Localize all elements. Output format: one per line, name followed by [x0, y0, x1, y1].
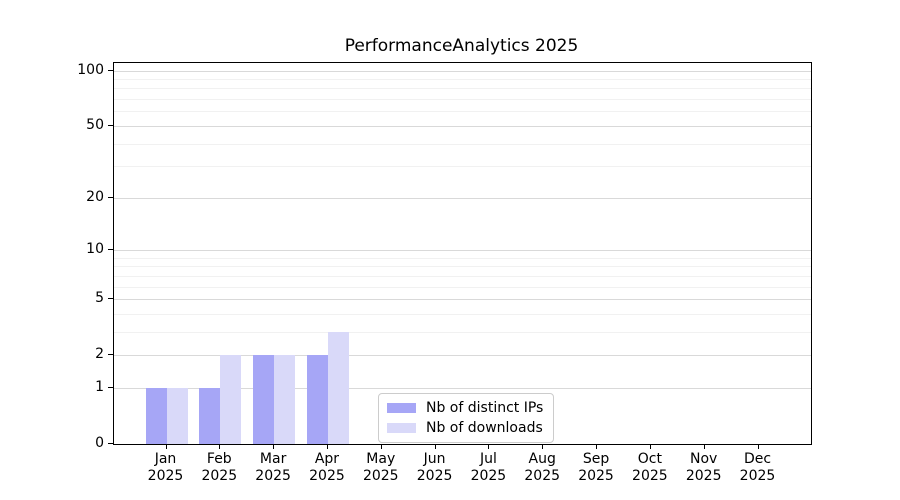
y-tick-mark: [108, 249, 113, 250]
major-gridline: [114, 250, 811, 251]
minor-gridline: [114, 111, 811, 113]
x-tick-label: Aug 2025: [524, 451, 561, 484]
major-gridline: [114, 355, 811, 357]
minor-gridline: [114, 266, 811, 268]
x-tick-mark: [380, 444, 382, 449]
x-tick-mark: [488, 444, 490, 449]
legend-label-downloads: Nb of downloads: [426, 420, 543, 436]
x-tick-mark: [649, 444, 651, 449]
x-tick-mark: [434, 444, 436, 449]
x-tick-label: Apr 2025: [309, 451, 345, 484]
minor-gridline: [114, 79, 811, 81]
y-tick-mark: [108, 443, 113, 444]
legend-swatch-distinct-ips: [387, 403, 416, 413]
y-tick-label: 0: [95, 435, 104, 451]
x-tick-label: Jan 2025: [147, 451, 184, 484]
major-gridline: [114, 70, 811, 72]
major-gridline: [114, 125, 811, 127]
y-tick-label: 5: [95, 290, 104, 307]
minor-gridline: [114, 99, 811, 101]
y-tick-mark: [108, 196, 113, 198]
bar-nb-of-distinct-ips: [199, 387, 221, 444]
y-tick-label: 50: [86, 116, 104, 133]
x-tick-label: Mar 2025: [255, 451, 291, 484]
major-gridline: [114, 387, 811, 389]
y-tick-label: 10: [86, 241, 104, 257]
bar-nb-of-distinct-ips: [253, 355, 275, 444]
chart-title: PerformanceAnalytics 2025: [344, 36, 579, 56]
x-tick-label: Sep 2025: [578, 451, 614, 484]
minor-gridline: [114, 166, 811, 168]
minor-gridline: [114, 275, 811, 277]
y-tick-label: 2: [95, 346, 104, 363]
x-tick-label: Feb 2025: [201, 451, 238, 484]
y-tick-mark: [108, 69, 113, 71]
x-tick-mark: [326, 444, 328, 449]
legend-swatch-downloads: [387, 423, 416, 433]
bar-nb-of-downloads: [327, 331, 349, 444]
y-tick-label: 100: [77, 61, 104, 78]
major-gridline: [114, 299, 811, 301]
minor-gridline: [114, 331, 811, 333]
x-tick-label: Nov 2025: [685, 451, 722, 484]
minor-gridline: [114, 143, 811, 145]
x-tick-label: Dec 2025: [739, 451, 776, 484]
x-tick-label: Jun 2025: [416, 451, 453, 484]
x-tick-mark: [757, 444, 759, 449]
y-tick-mark: [108, 124, 113, 126]
bar-nb-of-distinct-ips: [145, 387, 167, 444]
y-tick-label: 1: [95, 378, 104, 395]
x-tick-label: May 2025: [362, 451, 399, 484]
bar-nb-of-downloads: [274, 355, 296, 444]
y-tick-label: 20: [86, 188, 104, 205]
x-tick-label: Jul 2025: [470, 451, 507, 484]
plot-area: Nb of distinct IPs Nb of downloads: [113, 62, 812, 445]
y-tick-mark: [108, 298, 113, 300]
legend-item-distinct-ips: Nb of distinct IPs: [387, 400, 543, 416]
legend: Nb of distinct IPs Nb of downloads: [378, 393, 555, 443]
minor-gridline: [114, 257, 811, 259]
x-tick-mark: [703, 444, 705, 449]
legend-item-downloads: Nb of downloads: [387, 420, 543, 436]
y-tick-mark: [108, 386, 113, 388]
bar-nb-of-downloads: [166, 387, 188, 444]
x-tick-mark: [219, 444, 221, 449]
major-gridline: [114, 197, 811, 199]
minor-gridline: [114, 88, 811, 90]
bar-nb-of-distinct-ips: [306, 355, 328, 444]
legend-label-distinct-ips: Nb of distinct IPs: [426, 400, 544, 416]
x-tick-mark: [596, 444, 598, 449]
y-tick-mark: [108, 354, 113, 356]
x-tick-mark: [165, 444, 167, 449]
minor-gridline: [114, 286, 811, 288]
bar-nb-of-downloads: [220, 355, 242, 444]
x-tick-label: Oct 2025: [632, 451, 668, 484]
x-tick-mark: [273, 444, 275, 449]
minor-gridline: [114, 313, 811, 315]
x-tick-mark: [542, 444, 544, 449]
